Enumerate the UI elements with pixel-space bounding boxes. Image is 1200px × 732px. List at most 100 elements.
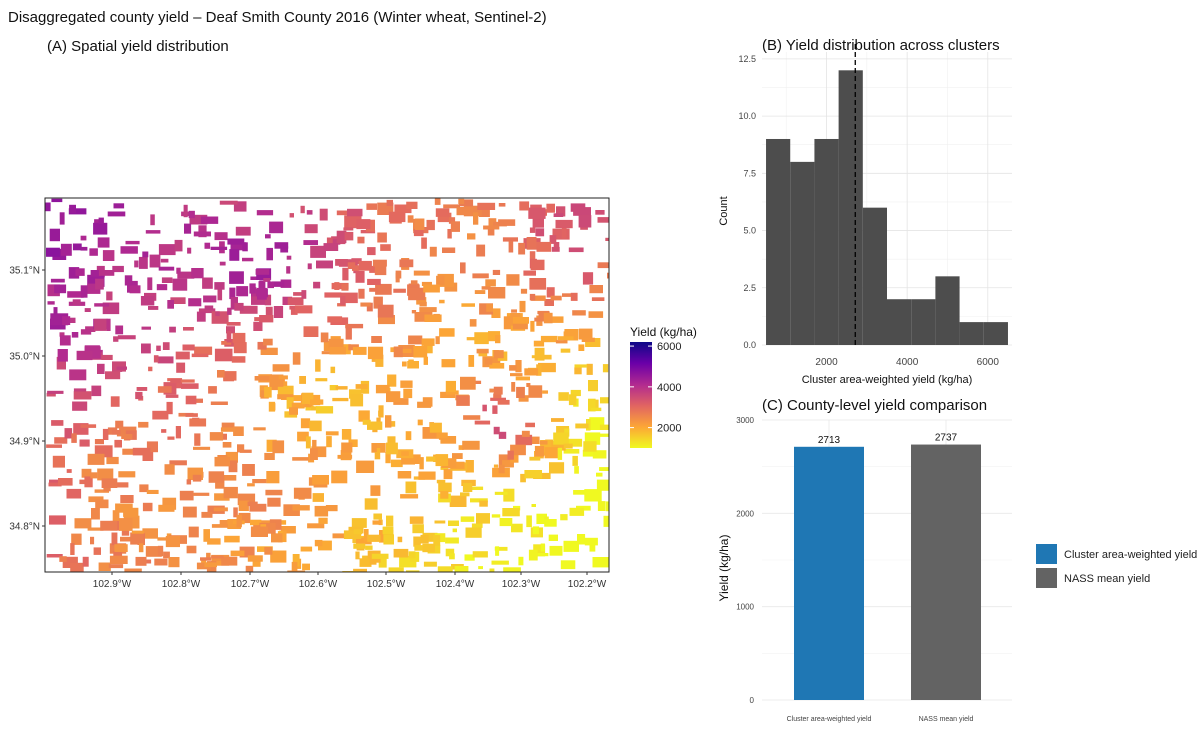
map-field-patch [163, 551, 170, 559]
map-field-patch [407, 361, 419, 369]
map-field-patch [590, 407, 602, 412]
map-field-patch [330, 366, 336, 374]
map-field-patch [600, 397, 609, 404]
map-field-patch [483, 225, 500, 230]
map-field-patch [378, 557, 387, 568]
map-field-patch [189, 214, 208, 225]
map-field-patch [145, 546, 162, 557]
map-field-patch [341, 283, 349, 291]
map-field-patch [72, 401, 88, 411]
map-field-patch [383, 534, 394, 545]
map-field-patch [80, 285, 88, 298]
map-field-patch [58, 478, 73, 486]
map-field-patch [87, 283, 101, 294]
map-field-patch [588, 311, 604, 318]
map-field-patch [355, 270, 365, 283]
histogram-x-tick-label: 2000 [815, 357, 838, 368]
map-field-patch [352, 346, 367, 355]
map-field-patch [456, 395, 470, 406]
map-field-patch [97, 468, 114, 481]
map-field-patch [272, 281, 285, 287]
map-field-patch [289, 407, 298, 415]
map-y-tick-label: 34.8°N [9, 522, 40, 533]
map-field-patch [336, 210, 351, 216]
map-field-patch [494, 491, 508, 495]
map-field-patch [297, 431, 309, 442]
map-field-patch [91, 385, 102, 397]
map-field-patch [387, 374, 397, 387]
map-field-patch [66, 488, 82, 499]
map-field-patch [188, 298, 202, 307]
map-field-patch [113, 550, 123, 558]
histogram-bars [766, 44, 1008, 345]
map-field-patch [435, 336, 440, 345]
map-field-patch [314, 539, 323, 547]
map-field-patch [319, 208, 328, 221]
map-field-patch [146, 489, 159, 494]
map-field-patch [542, 390, 548, 394]
map-field-patch [533, 340, 545, 347]
map-field-patch [301, 290, 307, 299]
map-field-patch [546, 287, 555, 298]
map-field-patch [374, 262, 387, 276]
map-field-patch [292, 352, 301, 365]
map-field-patch [106, 291, 113, 301]
map-field-patch [419, 301, 427, 307]
map-field-patch [605, 237, 609, 241]
map-field-patch [255, 269, 270, 275]
map-field-patch [130, 532, 144, 545]
map-field-patch [271, 533, 283, 543]
map-field-patch [211, 561, 229, 565]
map-field-patch [435, 454, 449, 467]
map-field-patch [265, 234, 271, 239]
map-field-patch [257, 287, 267, 300]
map-field-patch [129, 285, 141, 294]
map-field-patch [102, 250, 115, 261]
map-field-patch [329, 346, 346, 355]
map-field-patch [135, 556, 147, 566]
map-field-patch [439, 299, 445, 304]
map-field-patch [247, 555, 263, 562]
map-field-patch [242, 257, 254, 262]
map-field-patch [445, 380, 456, 393]
map-field-patch [400, 380, 413, 388]
map-field-patch [121, 434, 133, 439]
map-field-patch [423, 284, 440, 293]
map-field-patch [200, 557, 212, 561]
histogram-bar [838, 70, 863, 345]
map-field-patch [452, 453, 463, 459]
map-field-patch [242, 464, 255, 476]
map-field-patch [388, 567, 404, 572]
map-field-patch [465, 460, 474, 473]
map-field-patch [334, 282, 340, 290]
map-field-patch [101, 478, 118, 488]
map-field-patch [544, 519, 557, 527]
map-field-patch [213, 507, 228, 512]
map-field-patch [538, 362, 556, 373]
histogram-y-tick-label: 7.5 [743, 168, 756, 178]
map-field-patch [252, 558, 261, 567]
map-field-patch [270, 550, 287, 563]
map-field-patch [420, 534, 429, 544]
map-field-patch [577, 534, 586, 545]
map-field-patch [502, 460, 514, 468]
map-field-patch [73, 391, 92, 400]
map-field-patch [556, 206, 566, 217]
map-field-patch [101, 354, 113, 360]
map-field-patch [485, 358, 493, 365]
map-field-patch [293, 292, 306, 296]
map-field-patch [277, 394, 294, 400]
map-field-patch [539, 440, 548, 445]
map-field-patch [303, 326, 319, 337]
map-field-patch [351, 258, 362, 265]
map-field-patch [94, 489, 109, 493]
map-field-patch [59, 212, 65, 225]
map-field-patch [266, 247, 273, 261]
map-field-patch [142, 502, 153, 512]
map-field-patch [165, 394, 179, 398]
map-field-patch [459, 199, 474, 207]
map-field-patch [488, 287, 506, 299]
map-field-patch [426, 219, 435, 231]
map-field-patch [575, 423, 589, 429]
map-field-patch [460, 262, 466, 274]
